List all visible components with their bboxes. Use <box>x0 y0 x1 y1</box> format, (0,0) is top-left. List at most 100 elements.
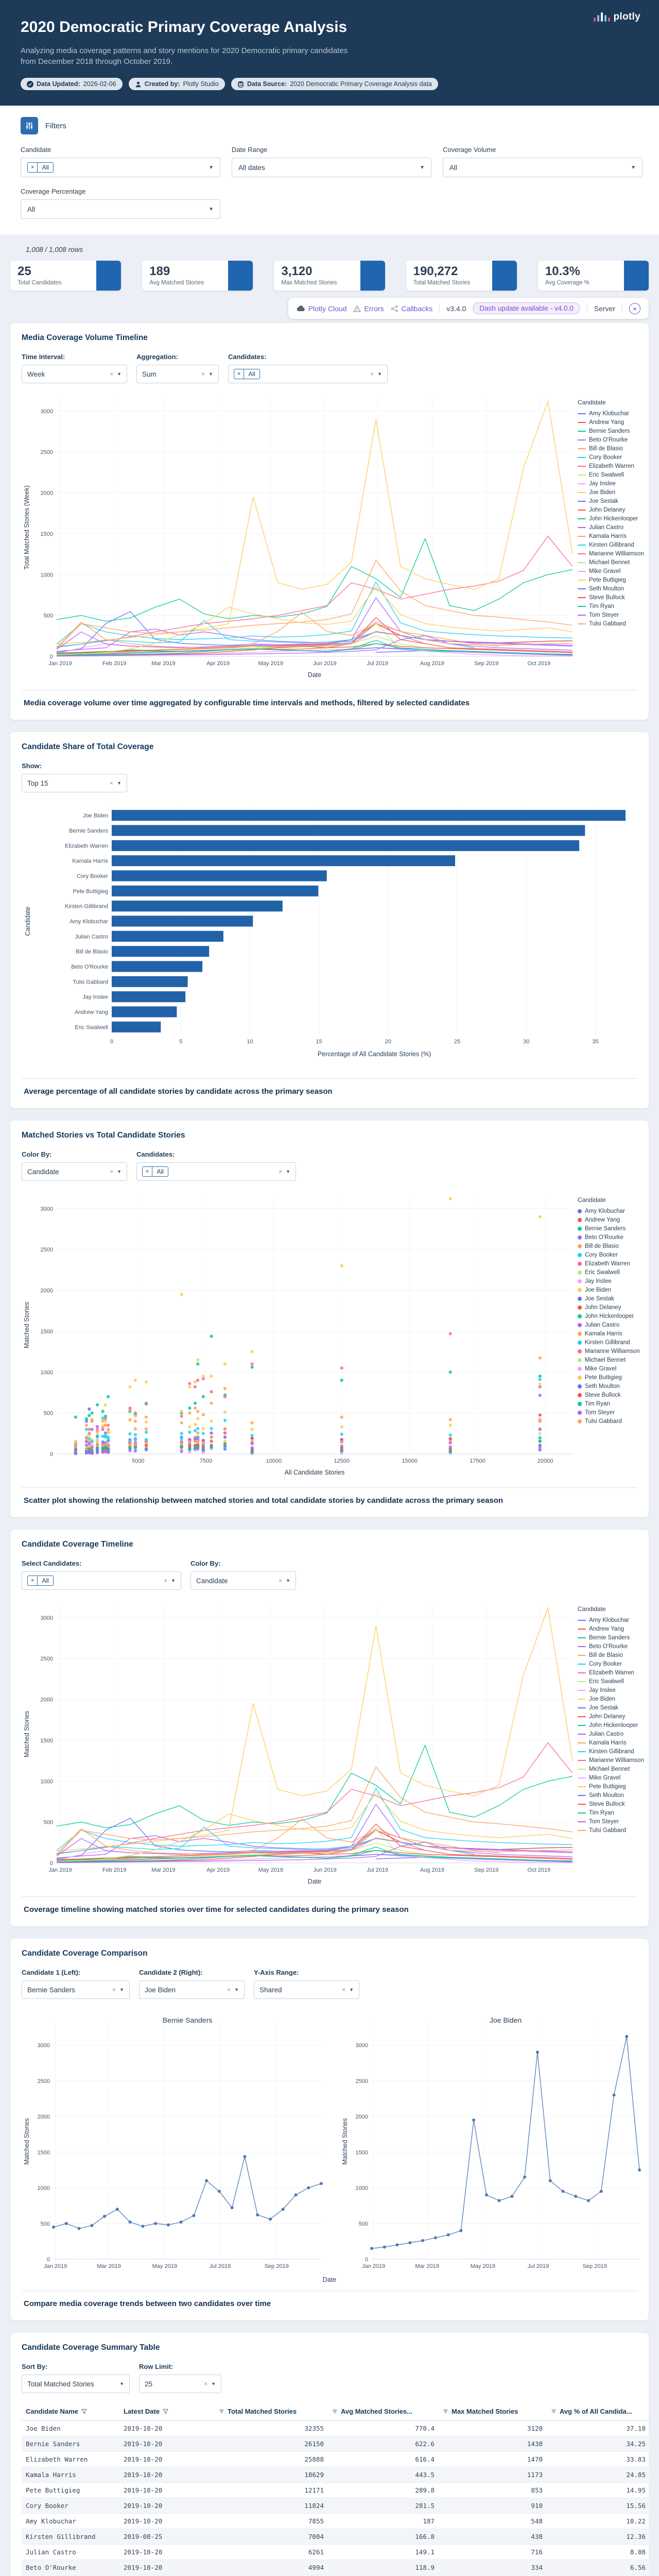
legend-item-jay-inslee[interactable]: Jay Inslee <box>578 1686 644 1694</box>
column-header-latest-date[interactable]: Latest Date <box>119 2402 215 2421</box>
legend-item-marianne-williamson[interactable]: Marianne Williamson <box>578 1756 644 1765</box>
clear-icon[interactable]: × <box>204 2380 208 2387</box>
legend-item-elizabeth-warren[interactable]: Elizabeth Warren <box>578 1668 644 1677</box>
clear-icon[interactable]: × <box>279 1577 283 1584</box>
legend-item-beto-o-rourke[interactable]: Beto O'Rourke <box>578 1642 644 1651</box>
legend-item-joe-biden[interactable]: Joe Biden <box>578 1285 640 1294</box>
column-header-avg-of-all-candida[interactable]: Avg % of All Candida... <box>547 2402 650 2421</box>
coverage-percentage-filter-select[interactable]: All ▼ <box>21 199 220 219</box>
legend-item-tim-ryan[interactable]: Tim Ryan <box>578 1808 644 1817</box>
legend-item-steve-bullock[interactable]: Steve Bullock <box>578 1391 640 1399</box>
legend-item-elizabeth-warren[interactable]: Elizabeth Warren <box>578 462 644 470</box>
candidates-select[interactable]: × All × ▼ <box>136 1162 296 1181</box>
selected-chip[interactable]: × All <box>142 1166 168 1177</box>
clear-icon[interactable]: × <box>110 779 114 787</box>
legend-item-john-delaney[interactable]: John Delaney <box>578 1303 640 1312</box>
legend-item-bill-de-blasio[interactable]: Bill de Blasio <box>578 1242 640 1250</box>
legend-item-joe-biden[interactable]: Joe Biden <box>578 1694 644 1703</box>
time-interval-select[interactable]: Week × ▼ <box>22 365 127 383</box>
legend-item-tulsi-gabbard[interactable]: Tulsi Gabbard <box>578 619 644 628</box>
legend-item-kirsten-gillibrand[interactable]: Kirsten Gillibrand <box>578 540 644 549</box>
clear-icon[interactable]: × <box>201 370 205 378</box>
plotly-cloud-button[interactable]: Plotly Cloud <box>297 304 346 313</box>
legend-item-michael-bennet[interactable]: Michael Bennet <box>578 1765 644 1773</box>
y-axis-range-select[interactable]: Shared × ▼ <box>254 1980 359 1999</box>
legend-item-seth-moulton[interactable]: Seth Moulton <box>578 1791 644 1800</box>
legend-item-cory-booker[interactable]: Cory Booker <box>578 1659 644 1668</box>
legend-item-pete-buttigieg[interactable]: Pete Buttigieg <box>578 1782 644 1791</box>
legend-item-cory-booker[interactable]: Cory Booker <box>578 1250 640 1259</box>
legend-item-eric-swalwell[interactable]: Eric Swalwell <box>578 470 644 479</box>
legend-item-amy-klobuchar[interactable]: Amy Klobuchar <box>578 409 644 418</box>
legend-item-andrew-yang[interactable]: Andrew Yang <box>578 418 644 427</box>
legend-item-tulsi-gabbard[interactable]: Tulsi Gabbard <box>578 1417 640 1426</box>
legend-item-beto-o-rourke[interactable]: Beto O'Rourke <box>578 435 644 444</box>
column-header-avg-matched-stories[interactable]: Avg Matched Stories... <box>328 2402 439 2421</box>
legend-item-elizabeth-warren[interactable]: Elizabeth Warren <box>578 1259 640 1268</box>
legend-item-john-delaney[interactable]: John Delaney <box>578 505 644 514</box>
clear-icon[interactable]: × <box>342 1986 346 1993</box>
chip-clear-icon[interactable]: × <box>28 163 38 172</box>
plotly-logo[interactable]: plotly <box>593 11 640 23</box>
clear-icon[interactable]: × <box>279 1168 283 1175</box>
row-limit-select[interactable]: 25 × ▼ <box>139 2375 221 2393</box>
legend-item-john-delaney[interactable]: John Delaney <box>578 1712 644 1721</box>
errors-button[interactable]: Errors <box>353 304 384 313</box>
clear-icon[interactable]: × <box>112 1986 116 1993</box>
legend-item-tom-steyer[interactable]: Tom Steyer <box>578 1817 644 1826</box>
legend-item-joe-sestak[interactable]: Joe Sestak <box>578 1703 644 1712</box>
candidates-select[interactable]: × All × ▼ <box>228 365 388 383</box>
chip-clear-icon[interactable]: × <box>28 1576 38 1585</box>
filter-icon[interactable] <box>81 2409 87 2414</box>
legend-item-steve-bullock[interactable]: Steve Bullock <box>578 593 644 602</box>
legend-item-mike-gravel[interactable]: Mike Gravel <box>578 567 644 575</box>
candidate-filter-select[interactable]: × All ▼ <box>21 158 220 177</box>
legend-item-julian-castro[interactable]: Julian Castro <box>578 1320 640 1329</box>
legend-item-marianne-williamson[interactable]: Marianne Williamson <box>578 549 644 558</box>
selected-chip[interactable]: × All <box>234 369 260 379</box>
legend-item-amy-klobuchar[interactable]: Amy Klobuchar <box>578 1616 644 1624</box>
clear-icon[interactable]: × <box>110 370 114 378</box>
timeline-chart[interactable]: 0 500 1000 1500 2000 2500 3000 Jan 2019 Feb 2019… <box>22 392 578 683</box>
chip-clear-icon[interactable]: × <box>143 1167 153 1176</box>
legend-item-eric-swalwell[interactable]: Eric Swalwell <box>578 1268 640 1277</box>
chip-clear-icon[interactable]: × <box>234 369 245 379</box>
legend-item-mike-gravel[interactable]: Mike Gravel <box>578 1773 644 1782</box>
column-header-max-matched-stories[interactable]: Max Matched Stories <box>439 2402 547 2421</box>
legend-item-tim-ryan[interactable]: Tim Ryan <box>578 602 644 611</box>
legend-item-andrew-yang[interactable]: Andrew Yang <box>578 1624 644 1633</box>
legend-item-bill-de-blasio[interactable]: Bill de Blasio <box>578 1651 644 1659</box>
color-by-select[interactable]: Candidate × ▼ <box>190 1571 296 1590</box>
legend-item-bernie-sanders[interactable]: Bernie Sanders <box>578 427 644 435</box>
legend-item-seth-moulton[interactable]: Seth Moulton <box>578 1382 640 1391</box>
scatter-chart[interactable]: 0 500 1000 1500 2000 2500 3000 5000 7500 10000 125… <box>22 1189 578 1480</box>
aggregate-icon[interactable] <box>443 2409 448 2414</box>
select-candidates-select[interactable]: × All × ▼ <box>22 1571 181 1590</box>
legend-item-michael-bennet[interactable]: Michael Bennet <box>578 1355 640 1364</box>
legend-item-andrew-yang[interactable]: Andrew Yang <box>578 1215 640 1224</box>
legend-item-beto-o-rourke[interactable]: Beto O'Rourke <box>578 1233 640 1242</box>
clear-icon[interactable]: × <box>370 370 374 378</box>
toolbar-collapse-button[interactable]: » <box>629 302 640 314</box>
legend-item-joe-biden[interactable]: Joe Biden <box>578 488 644 497</box>
clear-icon[interactable]: × <box>227 1986 231 1993</box>
legend-item-jay-inslee[interactable]: Jay Inslee <box>578 479 644 488</box>
column-header-total-matched-stories[interactable]: Total Matched Stories <box>215 2402 328 2421</box>
color-by-select[interactable]: Candidate × ▼ <box>22 1162 127 1181</box>
legend-item-joe-sestak[interactable]: Joe Sestak <box>578 1294 640 1303</box>
aggregate-icon[interactable] <box>332 2409 338 2414</box>
legend-item-kamala-harris[interactable]: Kamala Harris <box>578 1738 644 1747</box>
legend-item-pete-buttigieg[interactable]: Pete Buttigieg <box>578 575 644 584</box>
comparison-chart-left[interactable]: 0 500 1000 1500 2000 2500 3000 Jan 2019 Mar 2019… <box>22 2008 326 2292</box>
legend-item-seth-moulton[interactable]: Seth Moulton <box>578 584 644 593</box>
dash-update-pill[interactable]: Dash update available - v4.0.0 <box>473 302 580 314</box>
legend-item-john-hickenlooper[interactable]: John Hickenlooper <box>578 514 644 523</box>
callbacks-button[interactable]: Callbacks <box>391 304 432 313</box>
legend-item-joe-sestak[interactable]: Joe Sestak <box>578 497 644 505</box>
legend-item-cory-booker[interactable]: Cory Booker <box>578 453 644 462</box>
clear-icon[interactable]: × <box>110 1168 114 1175</box>
legend-item-michael-bennet[interactable]: Michael Bennet <box>578 558 644 567</box>
candidate-2-right-select[interactable]: Joe Biden × ▼ <box>139 1980 245 1999</box>
candidate-1-left-select[interactable]: Bernie Sanders × ▼ <box>22 1980 130 1999</box>
legend-item-eric-swalwell[interactable]: Eric Swalwell <box>578 1677 644 1686</box>
